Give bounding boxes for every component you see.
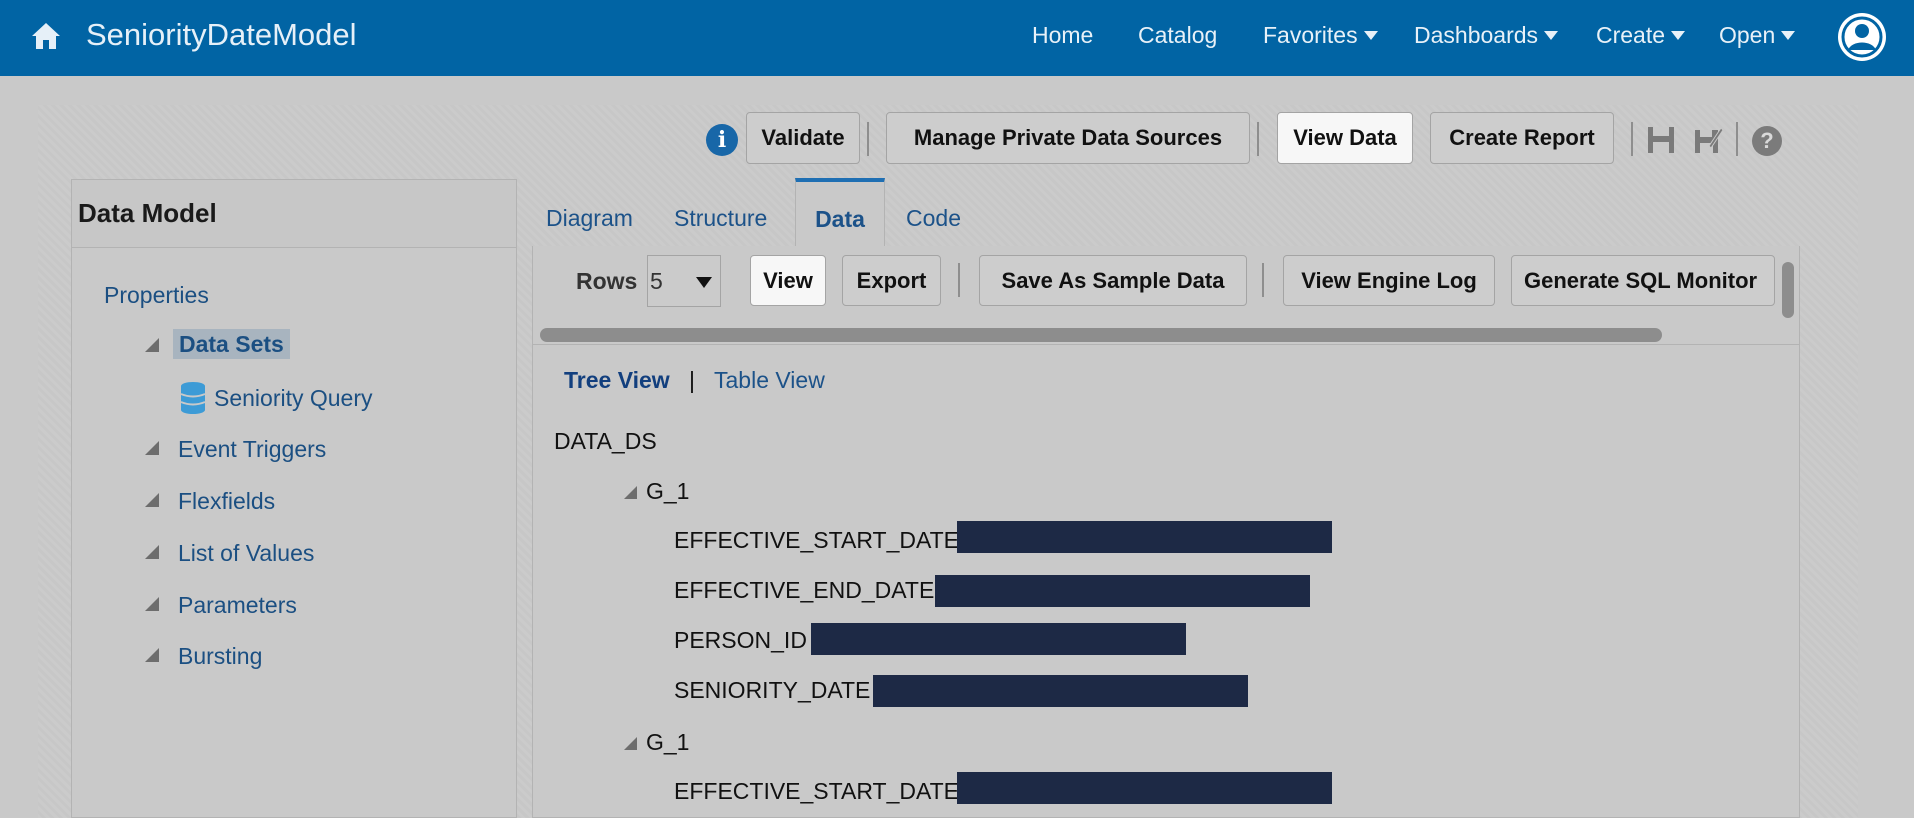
view-engine-log-button[interactable]: View Engine Log — [1283, 255, 1495, 306]
tree-item-seniority-query[interactable]: Seniority Query — [214, 385, 373, 411]
rows-label: Rows — [576, 268, 638, 294]
tree-view-link[interactable]: Tree View — [564, 367, 670, 393]
manage-private-data-sources-button[interactable]: Manage Private Data Sources — [886, 112, 1250, 164]
collapse-toggle-icon[interactable] — [624, 486, 637, 499]
tree-item-bursting[interactable]: Bursting — [178, 643, 263, 669]
app-title: SeniorityDateModel — [86, 17, 357, 52]
redacted-value — [873, 675, 1248, 707]
tree-item-properties[interactable]: Properties — [104, 282, 209, 308]
chevron-down-icon — [1363, 31, 1378, 40]
view-separator: | — [689, 367, 695, 393]
nav-favorites[interactable]: Favorites — [1263, 22, 1378, 49]
tree-field-label: SENIORITY_DATE — [674, 677, 871, 703]
toolbar-separator — [1736, 122, 1738, 156]
toolbar-separator — [1262, 263, 1264, 297]
tree-item-parameters[interactable]: Parameters — [178, 592, 297, 618]
save-as-sample-data-button[interactable]: Save As Sample Data — [979, 255, 1247, 306]
tree-item-data-sets[interactable]: Data Sets — [173, 329, 290, 359]
view-data-button[interactable]: View Data — [1277, 112, 1413, 164]
create-report-button[interactable]: Create Report — [1430, 112, 1614, 164]
export-button[interactable]: Export — [842, 255, 941, 306]
chevron-down-icon — [1544, 31, 1559, 40]
nav-create[interactable]: Create — [1596, 22, 1686, 49]
redacted-value — [811, 623, 1186, 655]
database-icon — [180, 382, 206, 414]
nav-home[interactable]: Home — [1032, 22, 1094, 48]
tree-item-list-of-values[interactable]: List of Values — [178, 540, 315, 566]
tree-field-label: EFFECTIVE_END_DATE — [674, 577, 935, 603]
expand-toggle-icon[interactable] — [145, 338, 159, 352]
user-avatar-icon[interactable] — [1838, 13, 1886, 61]
expand-toggle-icon[interactable] — [145, 648, 159, 662]
divider — [533, 344, 1799, 345]
panel-title: Data Model — [72, 180, 516, 248]
tab-diagram[interactable]: Diagram — [546, 205, 633, 231]
help-icon[interactable]: ? — [1752, 126, 1782, 156]
tab-data[interactable]: Data — [795, 178, 885, 248]
toolbar-separator — [1257, 122, 1259, 156]
tree-group-node: G_1 — [646, 729, 690, 755]
info-icon[interactable]: i — [706, 124, 738, 156]
redacted-value — [935, 575, 1310, 607]
vertical-scrollbar[interactable] — [1782, 262, 1794, 318]
tree-item-flexfields[interactable]: Flexfields — [178, 488, 276, 514]
toolbar-separator — [867, 122, 869, 156]
validate-button[interactable]: Validate — [746, 112, 860, 164]
chevron-down-icon — [1781, 31, 1796, 40]
tree-root-node: DATA_DS — [554, 428, 657, 454]
rows-select[interactable]: 5 — [647, 255, 721, 307]
collapse-toggle-icon[interactable] — [624, 737, 637, 750]
tree-field-label: EFFECTIVE_START_DATE — [674, 778, 959, 804]
chevron-down-icon — [696, 277, 712, 288]
generate-sql-monitor-button[interactable]: Generate SQL Monitor — [1511, 255, 1775, 306]
data-model-panel: Data Model — [71, 179, 517, 818]
tree-field-label: EFFECTIVE_START_DATE — [674, 527, 959, 553]
view-button[interactable]: View — [750, 255, 826, 306]
nav-dashboards[interactable]: Dashboards — [1414, 22, 1559, 49]
tree-group-node: G_1 — [646, 478, 690, 504]
redacted-value — [957, 772, 1332, 804]
redacted-value — [957, 521, 1332, 553]
expand-toggle-icon[interactable] — [145, 545, 159, 559]
expand-toggle-icon[interactable] — [145, 441, 159, 455]
horizontal-scrollbar[interactable] — [540, 328, 1662, 342]
table-view-link[interactable]: Table View — [714, 367, 825, 393]
nav-open[interactable]: Open — [1719, 22, 1796, 49]
tree-field-label: PERSON_ID — [674, 627, 807, 653]
toolbar-separator — [958, 263, 960, 297]
top-header-bar: SeniorityDateModel Home Catalog Favorite… — [0, 0, 1914, 76]
expand-toggle-icon[interactable] — [145, 493, 159, 507]
save-as-icon[interactable] — [1692, 124, 1724, 156]
chevron-down-icon — [1671, 31, 1686, 40]
home-icon[interactable] — [30, 20, 62, 52]
expand-toggle-icon[interactable] — [145, 597, 159, 611]
tree-item-event-triggers[interactable]: Event Triggers — [178, 436, 327, 462]
nav-catalog[interactable]: Catalog — [1138, 22, 1218, 48]
save-icon[interactable] — [1645, 124, 1677, 156]
tab-code[interactable]: Code — [906, 205, 961, 231]
tab-structure[interactable]: Structure — [674, 205, 768, 231]
toolbar-separator — [1631, 122, 1633, 156]
